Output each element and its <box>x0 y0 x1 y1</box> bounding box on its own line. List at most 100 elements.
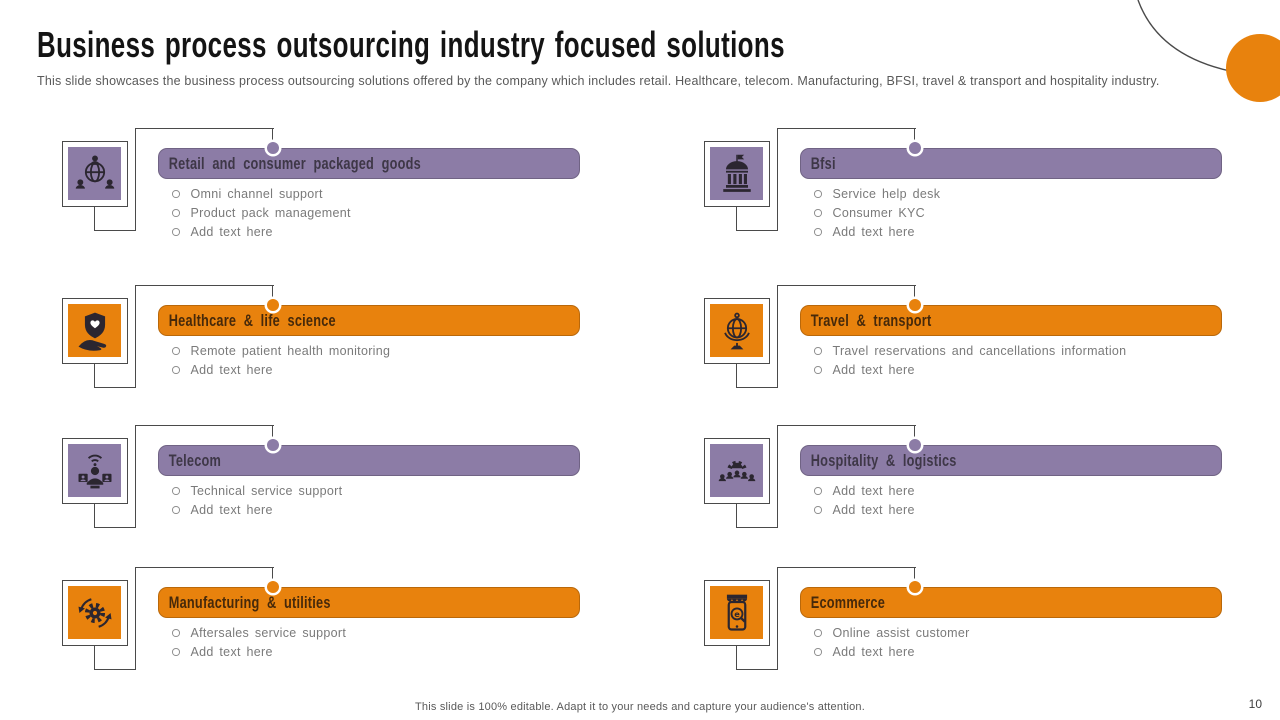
connector-line <box>272 567 273 582</box>
footer-note: This slide is 100% editable. Adapt it to… <box>415 701 865 713</box>
bullet-item: Consumer KYC <box>812 205 940 221</box>
section-telecom: Telecom Technical service support Add tex… <box>0 423 642 563</box>
section-ecommerce: e Ecommerce Online assist customer Add te… <box>642 565 1280 705</box>
connector-line <box>736 504 737 527</box>
gear-cycle-arrows-icon <box>68 586 121 639</box>
bullet-list: Service help desk Consumer KYC Add text he… <box>812 186 940 243</box>
globe-people-network-icon <box>68 147 121 200</box>
bullet-text: Aftersales service support <box>190 626 347 640</box>
section-title: Manufacturing & utilities <box>168 593 331 612</box>
bullet-item: Add text here <box>812 362 1126 378</box>
bullet-item: Add text here <box>812 483 915 499</box>
bullet-marker <box>814 506 822 514</box>
connector-line <box>777 128 916 129</box>
connector-line <box>94 504 95 527</box>
bullet-item: Add text here <box>812 224 940 240</box>
connector-line <box>777 567 778 669</box>
connector-line <box>135 285 136 387</box>
connector-node <box>909 439 921 451</box>
bullet-marker <box>172 228 180 236</box>
bullet-text: Add text here <box>832 503 915 517</box>
connector-line <box>777 425 778 527</box>
connector-line <box>736 207 737 230</box>
icon-box <box>62 580 128 646</box>
call-center-agent-icon <box>68 444 121 497</box>
connector-line <box>135 567 136 669</box>
bullet-marker <box>172 209 180 217</box>
section-travel: Travel & transport Travel reservations a… <box>642 283 1280 423</box>
section-header: Travel & transport <box>800 305 1222 336</box>
section-header: Hospitality & logistics <box>800 445 1222 476</box>
connector-line <box>777 567 916 568</box>
connector-line <box>736 230 778 231</box>
section-header: Ecommerce <box>800 587 1222 618</box>
section-title: Healthcare & life science <box>168 311 336 330</box>
connector-line <box>94 669 136 670</box>
connector-line <box>94 527 136 528</box>
bullet-marker <box>814 209 822 217</box>
section-header: Bfsi <box>800 148 1222 179</box>
connector-line <box>914 285 915 300</box>
section-title: Hospitality & logistics <box>810 451 957 470</box>
connector-node <box>267 581 279 593</box>
section-title: Ecommerce <box>810 593 886 612</box>
bullet-text: Product pack management <box>190 206 351 220</box>
section-title: Bfsi <box>810 154 836 173</box>
page-title: Business process outsourcing industry fo… <box>37 24 785 65</box>
connector-line <box>914 128 915 143</box>
corner-circle-decoration <box>1226 34 1280 102</box>
page-number: 10 <box>1248 697 1262 711</box>
bullet-list: Online assist customer Add text here <box>812 625 970 663</box>
bullet-item: Aftersales service support <box>170 625 346 641</box>
section-header: Healthcare & life science <box>158 305 580 336</box>
connector-line <box>777 285 916 286</box>
connector-line <box>777 425 916 426</box>
bullet-marker <box>172 190 180 198</box>
connector-line <box>135 425 136 527</box>
connector-line <box>94 230 136 231</box>
bullet-item: Omni channel support <box>170 186 351 202</box>
connector-line <box>736 527 778 528</box>
connector-line <box>135 567 274 568</box>
icon-box <box>62 438 128 504</box>
bullet-marker <box>172 487 180 495</box>
bullet-text: Remote patient health monitoring <box>190 344 391 358</box>
icon-box <box>704 298 770 364</box>
bullet-text: Add text here <box>832 225 915 239</box>
globe-stand-icon <box>710 304 763 357</box>
section-title: Travel & transport <box>810 311 932 330</box>
connector-line <box>272 285 273 300</box>
icon-box <box>62 298 128 364</box>
connector-line <box>135 285 274 286</box>
bullet-marker <box>814 347 822 355</box>
bullet-list: Technical service support Add text here <box>170 483 342 521</box>
bullet-text: Service help desk <box>832 187 941 201</box>
bullet-marker <box>814 648 822 656</box>
connector-line <box>94 207 95 230</box>
connector-line <box>914 425 915 440</box>
bullet-list: Travel reservations and cancellations in… <box>812 343 1126 381</box>
bullet-marker <box>172 629 180 637</box>
bullet-item: Add text here <box>170 644 346 660</box>
icon-box: e <box>704 580 770 646</box>
bullet-marker <box>814 190 822 198</box>
bullet-text: Add text here <box>832 363 915 377</box>
connector-node <box>267 299 279 311</box>
bullet-item: Add text here <box>170 362 390 378</box>
bullet-item: Service help desk <box>812 186 940 202</box>
section-hospitality: Hospitality & logistics Add text here Add… <box>642 423 1280 563</box>
bullet-text: Add text here <box>190 225 273 239</box>
bullet-marker <box>814 629 822 637</box>
section-manufacturing: Manufacturing & utilities Aftersales ser… <box>0 565 642 705</box>
section-retail: Retail and consumer packaged goods Omni … <box>0 126 642 266</box>
bullet-item: Add text here <box>170 502 342 518</box>
bullet-list: Remote patient health monitoring Add text… <box>170 343 390 381</box>
connector-line <box>135 128 274 129</box>
connector-line <box>736 646 737 669</box>
connector-line <box>736 387 778 388</box>
bullet-item: Travel reservations and cancellations in… <box>812 343 1126 359</box>
bullet-marker <box>814 366 822 374</box>
bullet-text: Consumer KYC <box>832 206 925 220</box>
page-subtitle: This slide showcases the business proces… <box>37 74 1160 88</box>
connector-line <box>272 128 273 143</box>
